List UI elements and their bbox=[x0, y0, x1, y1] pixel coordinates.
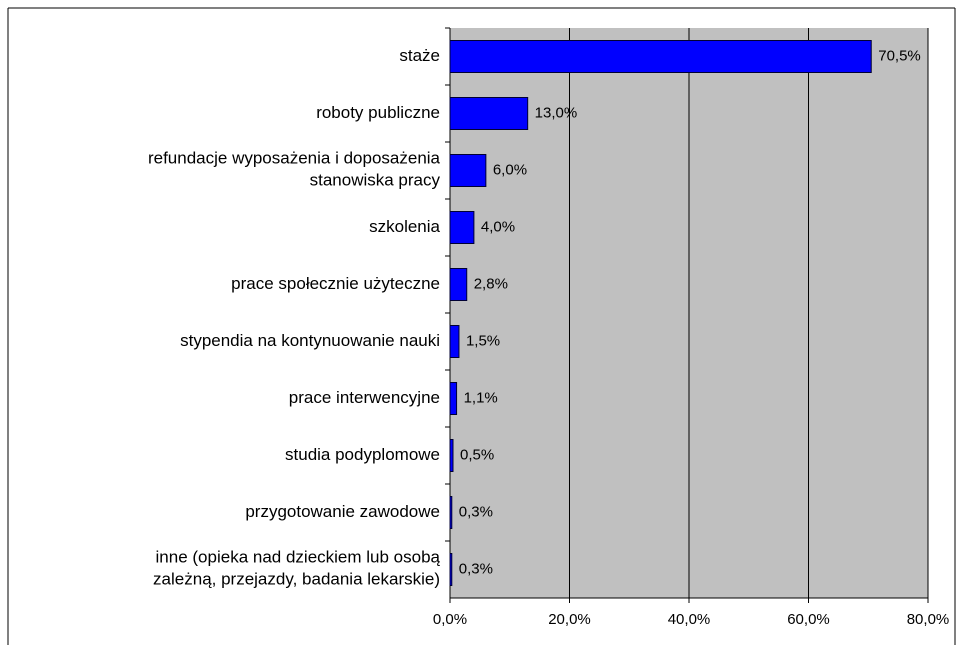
category-label: szkolenia bbox=[369, 217, 440, 236]
bar bbox=[449, 382, 458, 415]
value-label: 13,0% bbox=[535, 104, 578, 121]
x-tick-label: 80,0% bbox=[907, 611, 950, 628]
bar bbox=[449, 154, 487, 187]
x-tick-label: 60,0% bbox=[787, 611, 830, 628]
bar bbox=[449, 325, 460, 358]
category-label: staże bbox=[399, 46, 440, 65]
value-label: 4,0% bbox=[481, 218, 515, 235]
category-label: przygotowanie zawodowe bbox=[245, 502, 440, 521]
x-tick-label: 20,0% bbox=[548, 611, 591, 628]
value-label: 2,8% bbox=[474, 275, 508, 292]
x-tick-label: 0,0% bbox=[433, 611, 467, 628]
value-label: 6,0% bbox=[493, 161, 527, 178]
bar bbox=[449, 553, 453, 586]
value-label: 0,3% bbox=[459, 560, 493, 577]
category-label: prace społecznie użyteczne bbox=[231, 274, 440, 293]
bar bbox=[449, 211, 475, 244]
bar bbox=[449, 439, 454, 472]
bar bbox=[449, 97, 529, 130]
value-label: 70,5% bbox=[878, 47, 921, 64]
x-tick-label: 40,0% bbox=[668, 611, 711, 628]
category-label: studia podyplomowe bbox=[285, 445, 440, 464]
category-label: refundacje wyposażenia i doposażenia stan… bbox=[148, 149, 441, 190]
category-label: inne (opieka nad dzieckiem lub osobą zale… bbox=[153, 548, 440, 589]
category-label: roboty publiczne bbox=[316, 103, 440, 122]
category-label: stypendia na kontynuowanie nauki bbox=[180, 331, 440, 350]
category-label: prace interwencyjne bbox=[289, 388, 440, 407]
value-label: 0,5% bbox=[460, 446, 494, 463]
value-label: 0,3% bbox=[459, 503, 493, 520]
value-label: 1,1% bbox=[464, 389, 498, 406]
bar bbox=[449, 40, 872, 73]
value-label: 1,5% bbox=[466, 332, 500, 349]
bar bbox=[449, 496, 453, 529]
bar bbox=[449, 268, 468, 301]
